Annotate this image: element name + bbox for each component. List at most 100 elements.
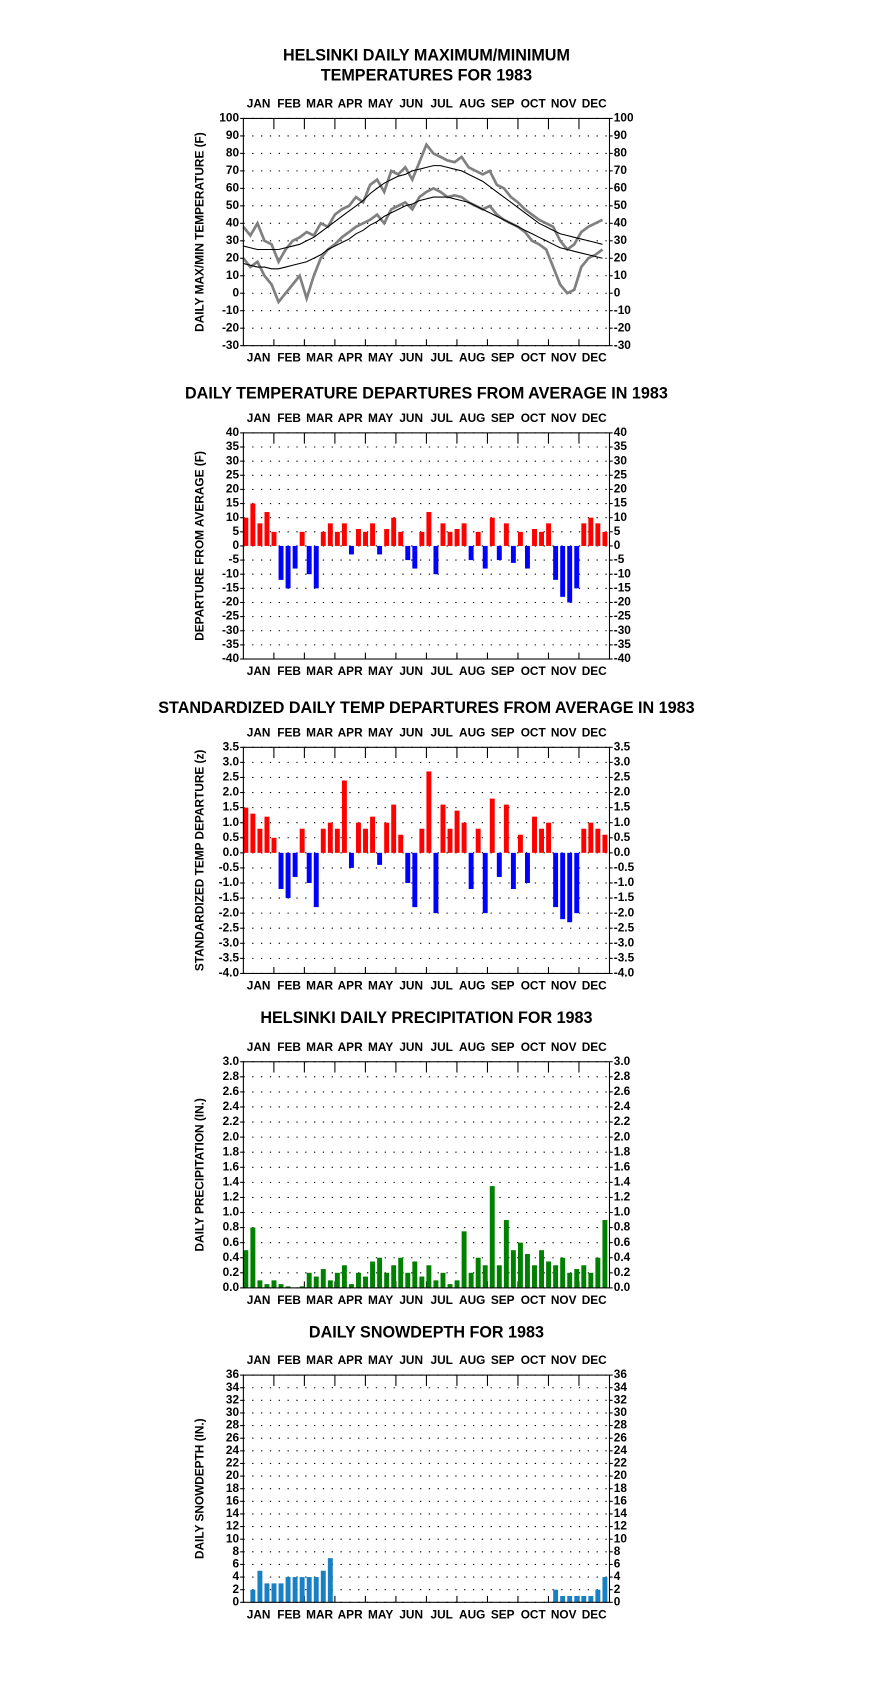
y-tick-label-right: 0.4: [614, 1250, 631, 1264]
bar: [327, 1558, 333, 1603]
y-tick-label-right: -0.5: [614, 860, 635, 874]
y-tick-label: -20: [222, 320, 240, 334]
bar: [278, 545, 284, 580]
bar: [560, 852, 566, 920]
chart-title: HELSINKI DAILY MAXIMUM/MINIMUM: [283, 46, 570, 64]
y-tick-label-right: 34: [614, 1380, 628, 1394]
bar: [461, 822, 467, 853]
month-label-bottom: JAN: [247, 351, 271, 365]
y-axis-label: DEPARTURE FROM AVERAGE (F): [192, 451, 206, 641]
month-label-top: MAY: [368, 411, 393, 425]
bar: [447, 531, 453, 546]
bar: [398, 1257, 404, 1288]
y-tick-label: 15: [226, 496, 240, 510]
bar: [412, 1261, 418, 1288]
y-tick-label: 36: [226, 1367, 240, 1381]
month-label-bottom: NOV: [551, 664, 577, 678]
y-tick-label: 16: [226, 1493, 240, 1507]
bar: [278, 1284, 284, 1288]
bar: [327, 523, 333, 546]
bar: [384, 528, 390, 546]
y-tick-label: 3.0: [223, 755, 240, 769]
y-tick-label-right: 2.4: [614, 1099, 631, 1113]
y-tick-label-right: 25: [614, 467, 628, 481]
bar: [524, 545, 530, 569]
y-tick-label-right: 35: [614, 439, 628, 453]
bar: [348, 545, 354, 555]
bar: [348, 852, 354, 868]
bar: [250, 503, 256, 546]
bar: [327, 822, 333, 853]
y-tick-label: 100: [219, 111, 239, 125]
y-tick-label-right: 0.6: [614, 1235, 631, 1249]
y-tick-label: -0.5: [219, 860, 240, 874]
month-label-top: MAY: [368, 1353, 393, 1367]
month-label-top: OCT: [521, 1040, 547, 1054]
bar: [560, 1257, 566, 1288]
bar: [250, 1589, 256, 1603]
month-label-bottom: JUN: [399, 664, 423, 678]
month-label-top: SEP: [491, 1353, 515, 1367]
y-tick-label-right: -2.5: [614, 920, 635, 934]
bar: [524, 1253, 530, 1288]
bar: [510, 545, 516, 563]
y-tick-label-right: 90: [614, 128, 628, 142]
bar: [412, 852, 418, 908]
bar: [243, 807, 249, 853]
y-tick-label-right: 3.0: [614, 755, 631, 769]
month-label-bottom: FEB: [277, 1293, 301, 1307]
y-tick-label: 34: [226, 1380, 240, 1394]
month-label-top: JUN: [399, 1353, 423, 1367]
y-tick-label: 3.5: [223, 739, 240, 753]
month-label-bottom: OCT: [521, 351, 547, 365]
month-label-top: NOV: [551, 1040, 577, 1054]
bar: [581, 1596, 587, 1603]
month-label-bottom: SEP: [491, 1293, 515, 1307]
y-tick-label-right: -5: [614, 552, 625, 566]
y-tick-label: -10: [222, 566, 240, 580]
y-tick-label: -10: [222, 303, 240, 317]
y-tick-label: 32: [226, 1392, 240, 1406]
y-tick-label-right: 4: [614, 1569, 621, 1583]
bar: [278, 1583, 284, 1603]
y-tick-label-right: 30: [614, 1405, 628, 1419]
y-tick-label-right: 1.4: [614, 1174, 631, 1188]
y-tick-label-right: 1.0: [614, 1205, 631, 1219]
month-label-bottom: JAN: [247, 978, 271, 992]
month-label-top: JUL: [430, 1040, 452, 1054]
bar: [356, 822, 361, 853]
bar: [517, 531, 523, 546]
bar: [532, 528, 537, 546]
month-label-top: APR: [338, 1353, 363, 1367]
bar: [468, 852, 474, 890]
y-tick-label-right: -30: [614, 338, 632, 352]
bar: [553, 852, 559, 908]
bar: [440, 804, 446, 853]
month-label-top: MAR: [306, 411, 333, 425]
y-tick-label-right: 0.5: [614, 830, 631, 844]
month-label-bottom: OCT: [521, 978, 547, 992]
bar: [532, 816, 537, 853]
y-tick-label-right: 2: [614, 1582, 621, 1596]
bar: [602, 834, 608, 853]
bar: [250, 1227, 256, 1288]
bar: [567, 852, 573, 923]
y-tick-label: 20: [226, 482, 240, 496]
bar: [581, 828, 587, 853]
y-tick-label: 0: [232, 285, 239, 299]
bar: [377, 1257, 383, 1288]
bar: [341, 780, 347, 853]
y-tick-label-right: -3.5: [614, 950, 635, 964]
month-label-bottom: FEB: [277, 978, 301, 992]
month-label-top: APR: [338, 97, 363, 111]
bar: [595, 1589, 601, 1603]
bar: [567, 1272, 573, 1288]
y-tick-label-right: 0.0: [614, 845, 631, 859]
bar: [278, 852, 284, 890]
month-label-bottom: MAY: [368, 1607, 393, 1621]
bar: [419, 828, 425, 853]
y-tick-label: 2.2: [223, 1114, 240, 1128]
y-tick-label-right: 20: [614, 250, 628, 264]
y-tick-label-right: 36: [614, 1367, 628, 1381]
y-tick-label: 3.0: [223, 1054, 240, 1068]
